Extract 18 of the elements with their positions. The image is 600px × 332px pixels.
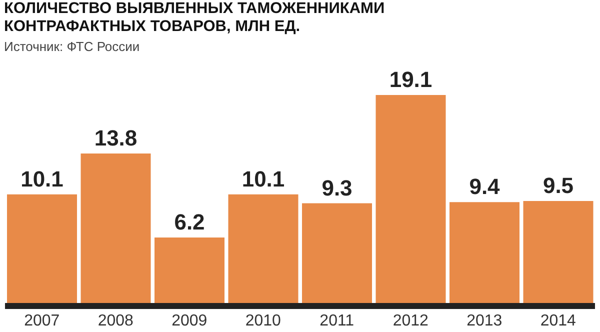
x-tick-label: 2013 bbox=[466, 312, 502, 330]
data-label: 10.1 bbox=[242, 166, 285, 192]
x-tick-label: 2011 bbox=[320, 312, 354, 330]
text: Источник: ФТС России bbox=[4, 39, 140, 54]
x-tick-label: 2009 bbox=[172, 312, 208, 330]
x-tick-label: 2014 bbox=[540, 312, 576, 330]
data-label: 10.1 bbox=[20, 166, 64, 192]
data-label: 6.2 bbox=[174, 210, 205, 235]
data-label: 9.5 bbox=[542, 173, 574, 198]
data-label: 9.4 bbox=[469, 174, 501, 200]
data-label: 9.3 bbox=[322, 175, 352, 200]
data-label: 19.1 bbox=[389, 67, 432, 92]
data-label: 13.8 bbox=[94, 126, 138, 151]
x-tick-label: 2010 bbox=[245, 312, 282, 330]
chart-title: КОЛИЧЕСТВО ВЫЯВЛЕННЫХ ТАМОЖЕННИКАМИ КОНТРАФАКТНЫХ ТОВАРОВ, МЛН ЕД. bbox=[4, 0, 386, 36]
x-tick-label: 2012 bbox=[392, 312, 429, 330]
x-tick-label: 2007 bbox=[24, 312, 60, 330]
x-tick-label: 2008 bbox=[98, 312, 134, 330]
